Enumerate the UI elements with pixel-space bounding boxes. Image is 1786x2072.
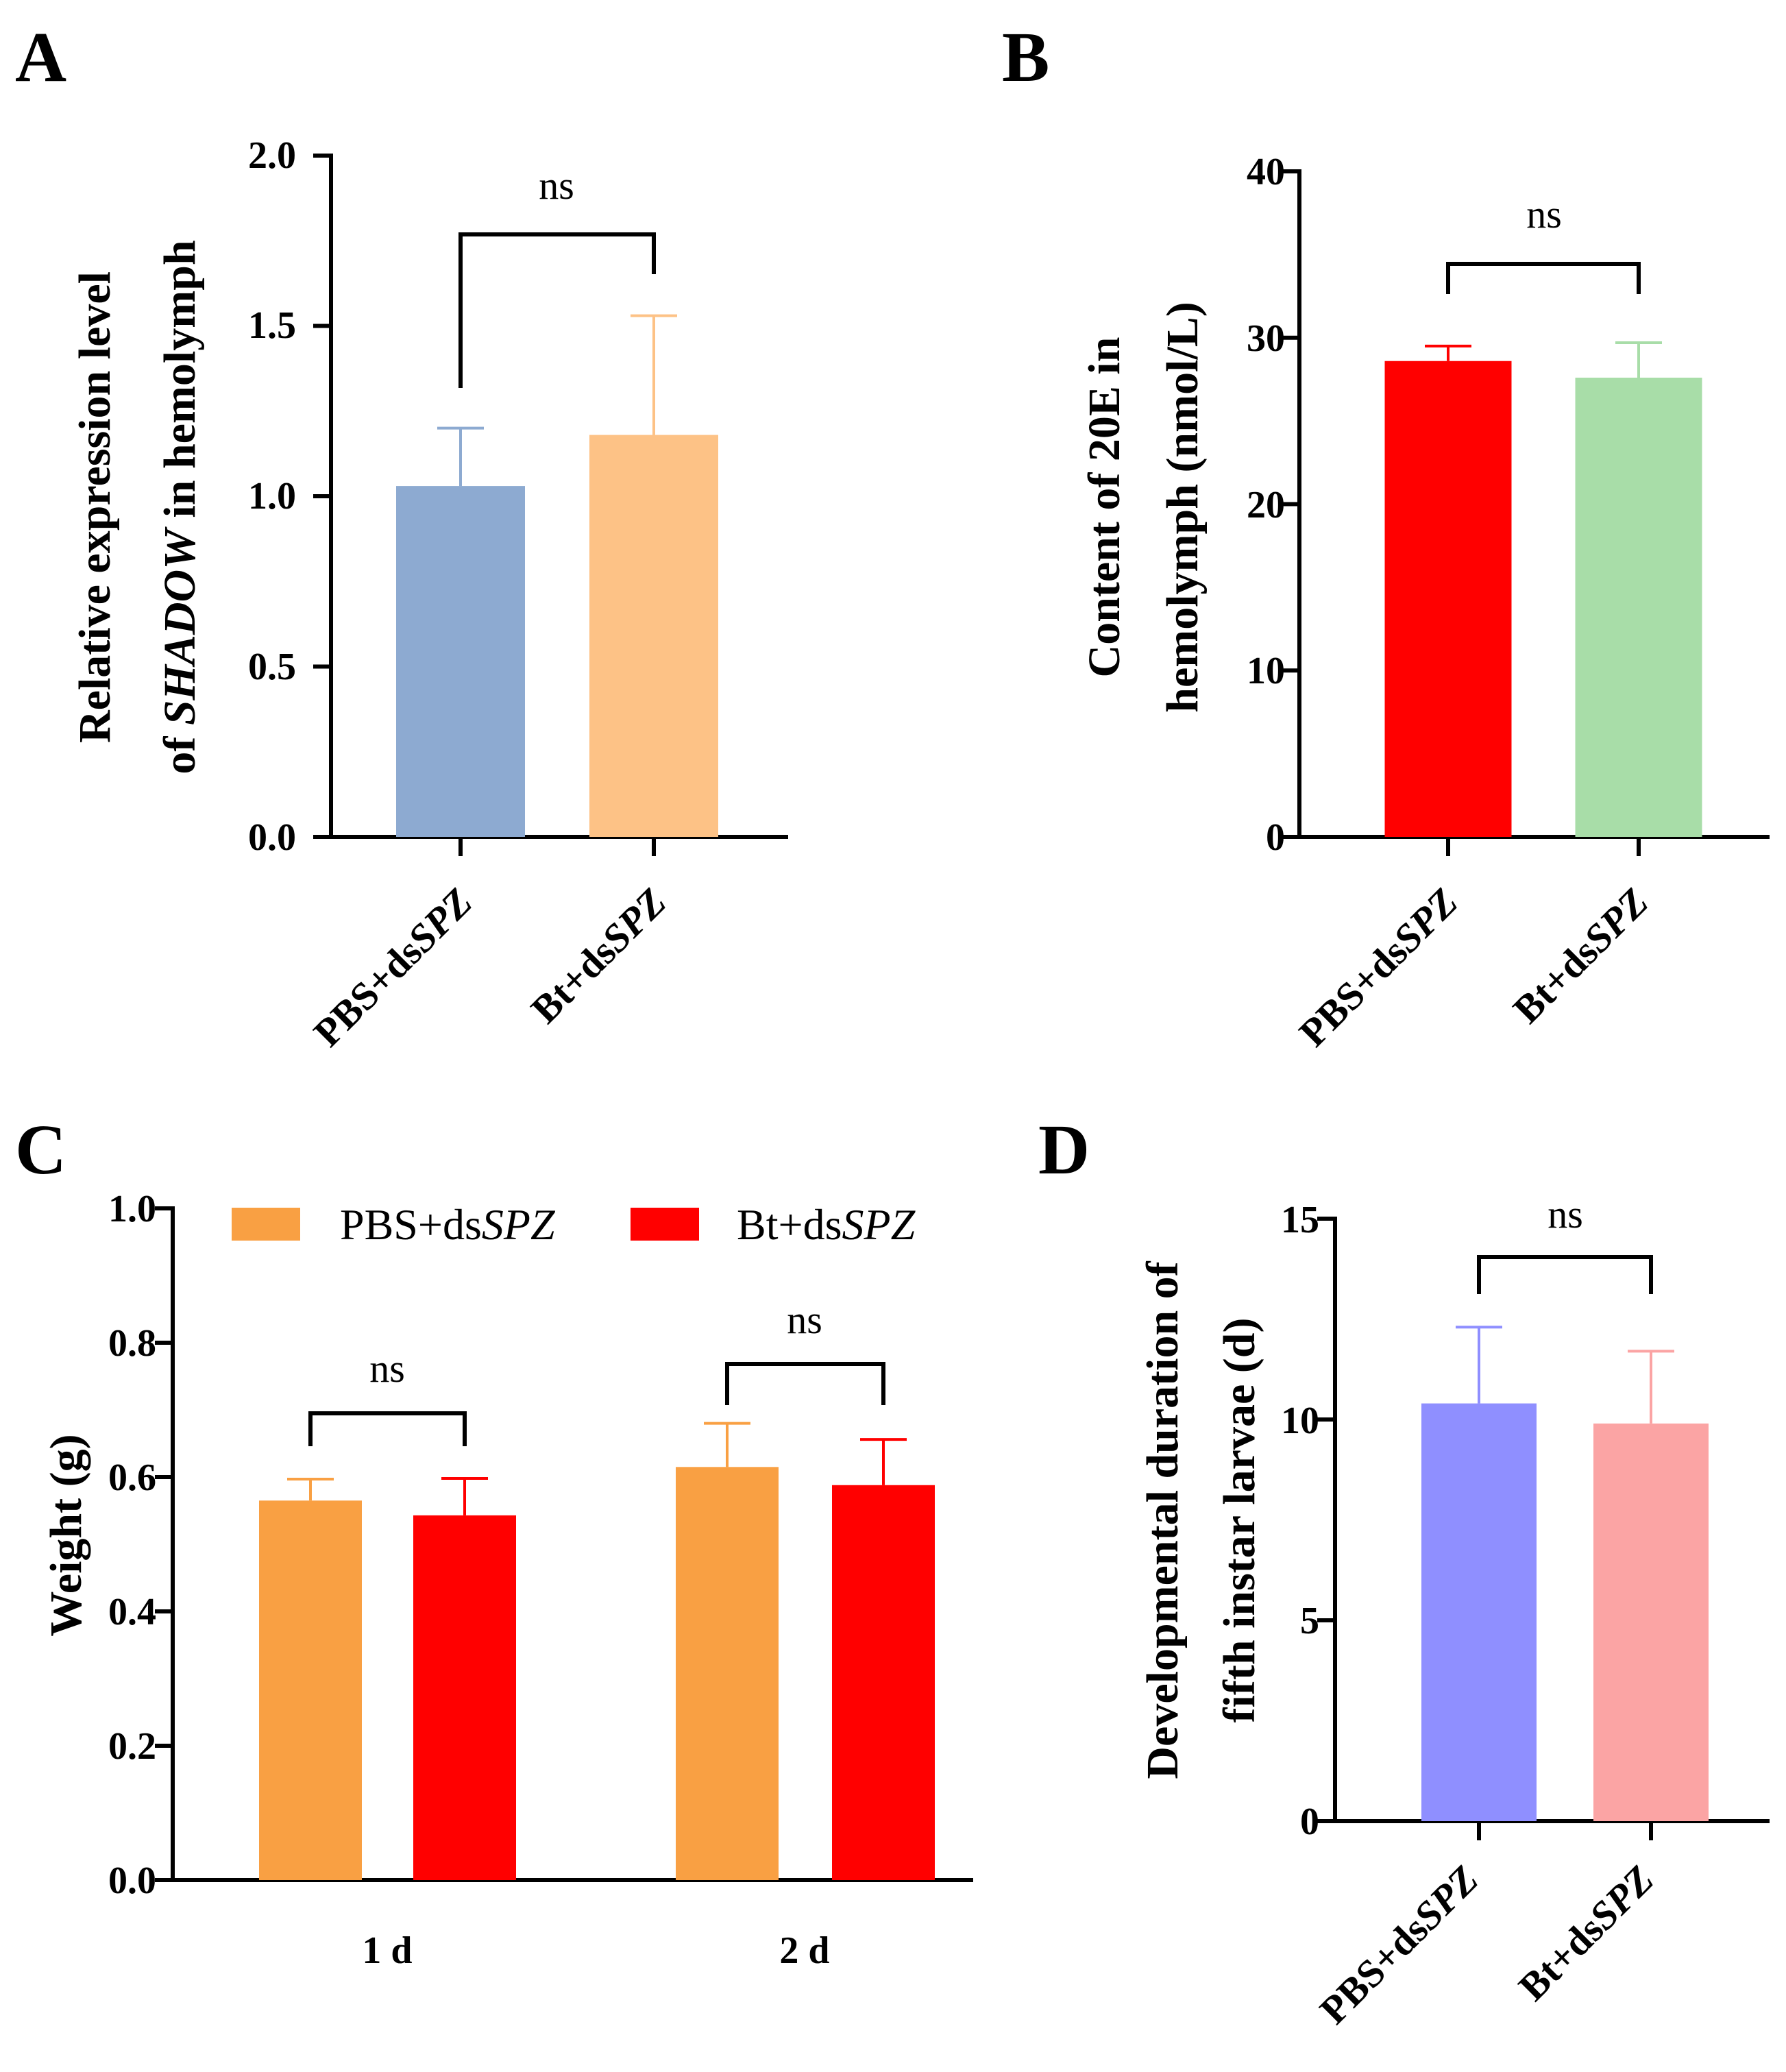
panel-a-ytick-label: 1.5 [248,304,296,347]
panel-d-letter: D [1038,1110,1090,1189]
panel-d-ytick-label: 15 [1281,1199,1319,1241]
panel-c-legend-label-pbs: PBS+dsSPZ [340,1200,556,1249]
panel-c-significance-label: ns [369,1346,405,1391]
panel-d-bar-1 [1593,1423,1709,1821]
panel-c-chart: Weight (g) 0.0 0.2 0.4 0.6 0.8 1.0 1 d 2… [41,1188,916,1972]
panel-a-ylabel-line1: Relative expression level [70,271,120,743]
chart-marks [155,154,1770,1882]
panel-d-ytick-label: 5 [1300,1600,1319,1642]
panel-d-significance-bracket [1477,1255,1653,1294]
panel-a-ytick-label: 2.0 [248,134,296,177]
panel-b-significance-bracket [1446,262,1641,294]
panel-b-ytick-label: 40 [1247,151,1285,193]
panel-d-significance-label: ns [1548,1192,1583,1236]
panel-b-xtick-label: Bt+dsSPZ [1504,879,1656,1032]
panel-b-bar-0 [1384,361,1512,837]
panel-d-ytick-label: 0 [1300,1801,1319,1843]
panel-b-bar-1 [1575,378,1702,837]
panel-c-significance-label: ns [787,1297,822,1342]
panel-b-chart: Content of 20E in hemolymph (nmol/L) 0 1… [1079,151,1656,1055]
panel-b-ylabel-line2: hemolymph (nmol/L) [1158,302,1208,713]
panel-c-ytick-label: 0.0 [108,1860,156,1902]
panel-c-significance-bracket [725,1362,885,1405]
panel-c-ytick-label: 0.2 [108,1725,156,1768]
panel-a-bar-1 [589,435,718,837]
panel-d-bar-0 [1421,1403,1537,1821]
panel-a-significance-bracket [458,232,656,388]
panel-c-bar-0 [259,1500,362,1880]
panel-b-ytick-label: 10 [1247,650,1285,692]
panel-b-ylabel-line1: Content of 20E in [1079,337,1129,678]
panel-c-letter: C [15,1110,66,1189]
panel-c-ytick-label: 1.0 [108,1188,156,1230]
panel-b-ytick-label: 30 [1247,317,1285,360]
panel-a-chart: Relative expression level of SHADOW in h… [70,134,674,1055]
panel-a-xtick-label: PBS+dsSPZ [305,879,480,1055]
panel-d-chart: Developmental duration of fifth instar l… [1138,1192,1662,2032]
panel-c-ytick-label: 0.4 [108,1591,156,1633]
panel-b-significance-label: ns [1526,192,1562,236]
panel-c-legend-swatch-bt [631,1208,699,1241]
panel-c-bar-2 [676,1467,779,1880]
panel-c-significance-bracket [308,1411,467,1446]
panel-b-xtick-label: PBS+dsSPZ [1290,879,1466,1055]
panel-c-legend-label-bt: Bt+dsSPZ [737,1200,916,1249]
panel-d-xtick-label: PBS+dsSPZ [1311,1857,1487,2032]
panel-d-ylabel-line1: Developmental duration of [1138,1260,1188,1779]
panel-a-letter: A [15,18,66,97]
panel-d-ylabel-line2: fifth instar larvae (d) [1214,1318,1264,1723]
panel-a-ytick-label: 1.0 [248,475,296,517]
panel-a-bar-0 [396,486,525,837]
panel-a-ylabel-line2: of SHADOW in hemolymph [155,240,205,774]
panel-c-bar-1 [413,1515,516,1880]
panel-c-xtick-label: 1 d [362,1929,412,1972]
panel-b-letter: B [1002,18,1049,97]
panel-c-ylabel: Weight (g) [41,1434,91,1636]
panel-c-xtick-label: 2 d [779,1929,829,1972]
panel-a-ytick-label: 0.5 [248,646,296,688]
panel-c-legend-swatch-pbs [232,1208,300,1241]
panel-c-ytick-label: 0.6 [108,1457,156,1499]
panel-a-ytick-label: 0.0 [248,816,296,859]
panel-d-ytick-label: 10 [1281,1400,1319,1442]
panel-b-ytick-label: 20 [1247,484,1285,526]
panel-a-significance-label: ns [539,163,574,208]
panel-c-ytick-label: 0.8 [108,1322,156,1365]
panel-c-bar-3 [832,1485,935,1880]
panel-a-xtick-label: Bt+dsSPZ [522,879,674,1032]
panel-d-xtick-label: Bt+dsSPZ [1510,1857,1662,2009]
